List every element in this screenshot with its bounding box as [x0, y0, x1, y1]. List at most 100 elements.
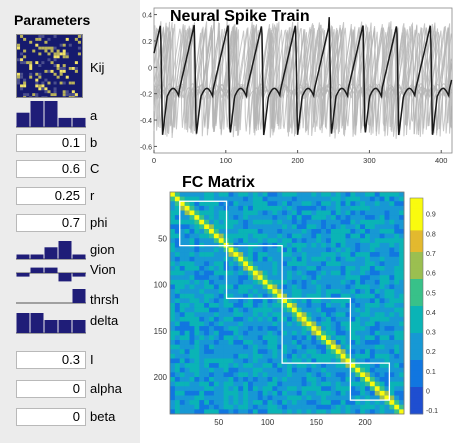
fc-cell [379, 386, 385, 392]
fc-cell [287, 289, 293, 295]
fc-cell [233, 335, 239, 341]
fc-cell [282, 344, 288, 350]
fc-cell [194, 219, 200, 225]
fc-cell [213, 381, 220, 387]
fc-cell [355, 316, 361, 322]
fc-cell [340, 289, 346, 295]
fc-cell [184, 270, 190, 276]
kij-cell [62, 49, 66, 53]
i-field[interactable]: 0.3 [16, 351, 86, 369]
fc-cell [394, 390, 400, 396]
beta-field[interactable]: 0 [16, 408, 86, 426]
fc-cell [184, 312, 190, 318]
gion-bar-editor[interactable] [16, 240, 86, 260]
fc-cell [238, 358, 244, 364]
fc-cell [213, 266, 220, 271]
fc-cell [194, 201, 200, 207]
fc-cell [394, 303, 400, 308]
fc-cell [369, 326, 376, 332]
kij-cell [59, 81, 63, 85]
fc-cell [389, 284, 395, 290]
kij-cell [20, 61, 24, 65]
fc-cell [228, 196, 234, 202]
fc-cell [184, 307, 190, 313]
fc-cell [399, 266, 405, 271]
fc-cell [179, 312, 185, 318]
b-field[interactable]: 0.1 [16, 134, 86, 152]
fc-cell [252, 233, 259, 239]
fc-cell [204, 400, 210, 406]
fc-cell [209, 247, 215, 253]
fc-cell [238, 367, 244, 373]
phi-field[interactable]: 0.7 [16, 214, 86, 232]
fc-cell [228, 298, 234, 304]
fc-cell [350, 404, 356, 410]
fc-cell [204, 229, 210, 234]
fc-cell [330, 335, 337, 341]
fc-cell [394, 316, 400, 322]
fc-cell [218, 284, 224, 290]
fc-cell [360, 196, 366, 202]
fc-cell [209, 404, 215, 410]
fc-cell [238, 266, 244, 271]
fc-cell [360, 242, 366, 248]
r-field[interactable]: 0.25 [16, 187, 86, 205]
fc-cell [374, 326, 380, 332]
kij-cell [62, 90, 66, 94]
fc-cell [223, 404, 229, 410]
fc-cell [204, 270, 210, 276]
fc-cell [204, 321, 210, 327]
fc-cell [238, 238, 244, 244]
fc-cell [340, 326, 346, 332]
fc-cell [335, 349, 341, 355]
fc-cell [384, 326, 390, 332]
kij-matrix-thumbnail[interactable] [16, 34, 83, 98]
fc-cell [248, 358, 254, 364]
y-tick-label: 0.4 [142, 13, 152, 20]
fc-cell [272, 201, 278, 207]
alpha-field[interactable]: 0 [16, 380, 86, 398]
fc-cell [213, 233, 220, 239]
fc-cell [365, 279, 371, 285]
fc-cell [394, 358, 400, 364]
fc-cell [267, 238, 273, 244]
fc-cell [316, 219, 322, 225]
a-bar-editor[interactable] [16, 100, 86, 128]
fc-cell [306, 335, 312, 341]
fc-cell [233, 349, 239, 355]
fc-cell [384, 298, 390, 304]
fc-cell [189, 358, 195, 364]
fc-cell [340, 275, 346, 281]
fc-cell [291, 205, 298, 211]
fc-cell [213, 192, 220, 197]
fc-cell [267, 233, 273, 239]
fc-cell [369, 284, 376, 290]
fc-cell [282, 224, 288, 230]
fc-cell [267, 279, 273, 285]
fc-cell [228, 377, 234, 382]
fc-cell [257, 349, 263, 355]
fc-cell [228, 363, 234, 369]
fc-cell [287, 279, 293, 285]
vion-bar-editor[interactable] [16, 260, 86, 286]
fc-cell [228, 205, 234, 211]
fc-cell [248, 261, 254, 267]
fc-cell [243, 326, 249, 332]
fc-cell [296, 229, 302, 234]
fc-cell [399, 303, 405, 308]
kij-cell [35, 93, 39, 97]
c-field[interactable]: 0.6 [16, 160, 86, 178]
kij-cell [77, 52, 81, 56]
fc-cell [345, 210, 351, 216]
fc-cell [321, 330, 327, 336]
fc-cell [389, 289, 395, 295]
fc-cell [213, 344, 220, 350]
thrsh-bar-editor[interactable] [16, 288, 86, 304]
delta-bar-editor[interactable] [16, 312, 86, 334]
fc-cell [369, 358, 376, 364]
fc-cell [174, 215, 181, 221]
fc-cell [316, 266, 322, 271]
fc-cell [340, 238, 346, 244]
fc-cell [345, 205, 351, 211]
fc-cell [257, 400, 263, 406]
